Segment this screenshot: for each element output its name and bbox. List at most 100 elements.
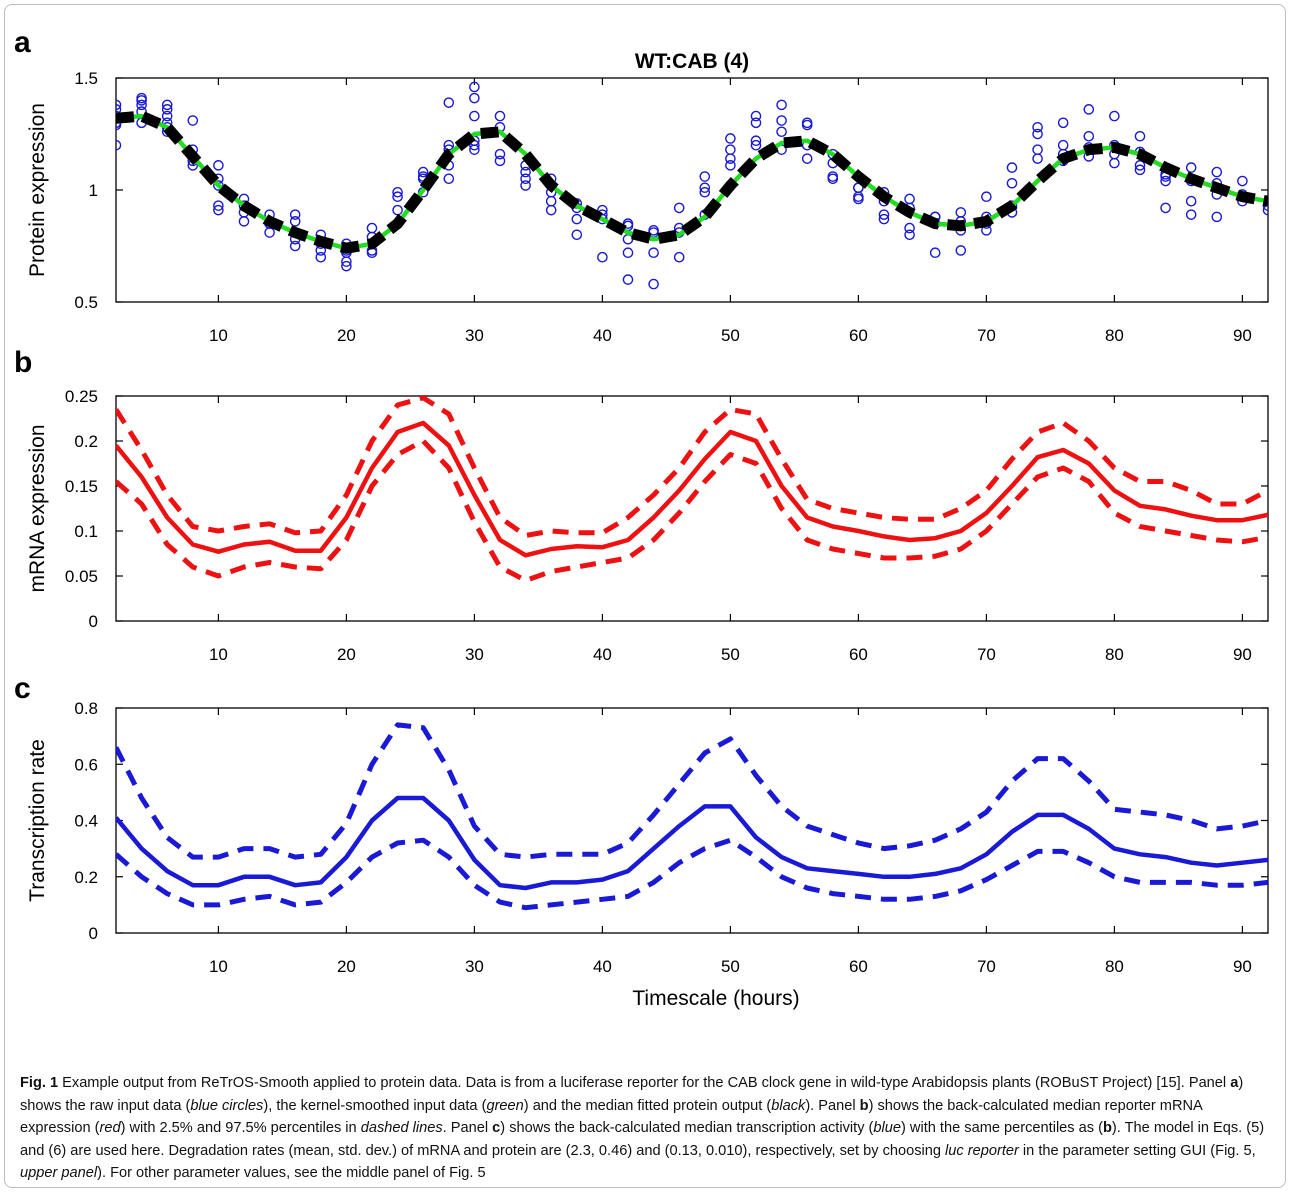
raw-data-point — [161, 110, 173, 122]
raw-data-point — [213, 180, 224, 191]
caption-segment: blue — [873, 1120, 902, 1137]
raw-data-point — [1263, 0, 1272, 5]
raw-data-point — [699, 171, 711, 182]
panel-b: b 10 20 30 40 50 60 70 80 90 0 0.05 0.1 0.15 0.2 0.25 mR… — [14, 346, 1269, 664]
raw-data-point — [622, 233, 634, 245]
raw-data-point — [116, 99, 122, 111]
raw-data-point — [1032, 121, 1043, 133]
raw-data-point — [904, 222, 915, 234]
raw-data-point — [213, 204, 224, 216]
x-tick-label-b: 10 — [209, 645, 228, 664]
caption-segment: ). For other parameter values, see the m… — [97, 1165, 486, 1182]
raw-data-point — [1262, 204, 1268, 216]
raw-data-point — [116, 119, 122, 131]
panel-a: a 10 20 30 40 50 60 70 80 90 0.5 1 1.5 Protein expres… — [14, 0, 1272, 345]
raw-data-point — [443, 173, 455, 185]
caption-segment: ). Panel — [805, 1097, 860, 1114]
x-tick-label-b: 30 — [465, 645, 484, 664]
y-axis-title-c: Transcription rate — [26, 739, 49, 902]
raw-data-point — [904, 193, 915, 205]
raw-data-point — [392, 204, 403, 216]
raw-data-point — [520, 166, 531, 178]
y-tick-label-b: 0.2 — [74, 432, 98, 451]
raw-data-point — [187, 115, 199, 126]
y-axis-title-a: Protein expression — [26, 103, 49, 277]
x-tick-label-a: 90 — [1233, 326, 1252, 345]
raw-data-point — [417, 166, 429, 178]
raw-data-point — [520, 180, 531, 191]
caption-segment: b — [1102, 1120, 1112, 1137]
raw-data-point — [1109, 110, 1120, 122]
x-tick-label-a: 60 — [849, 326, 868, 345]
raw-data-point — [648, 225, 659, 236]
x-tick-label-c: 90 — [1233, 957, 1252, 976]
series-median-b — [116, 420, 1268, 558]
raw-data-point — [1211, 211, 1223, 223]
raw-data-point — [801, 153, 813, 164]
raw-data-point — [1006, 162, 1018, 173]
caption-segment: ). The model in Eqs. (5) and (6) are use… — [20, 1120, 1265, 1159]
x-axis-title: Timescale (hours) — [632, 987, 799, 1010]
raw-data-point — [136, 95, 147, 106]
raw-data-point — [494, 155, 506, 167]
raw-data-point — [1032, 144, 1043, 155]
y-tick-label-c: 0.6 — [74, 755, 98, 774]
x-tick-label-c: 80 — [1105, 957, 1124, 976]
raw-data-point — [725, 153, 736, 164]
plot-frame-a — [115, 77, 1269, 303]
caption-segment: ) with 2.5% and 97.5% percentiles in — [120, 1120, 361, 1137]
raw-data-point — [571, 213, 583, 225]
raw-data-point — [622, 274, 634, 285]
raw-data-point — [750, 135, 762, 147]
caption-segment: ), the kernel-smoothed input data ( — [263, 1097, 487, 1114]
panel-c: c 10 20 30 40 50 60 70 80 90 0 0.2 0.4 0.6 0.8 Transcri… — [14, 672, 1269, 976]
raw-data-point — [264, 227, 275, 238]
raw-data-point — [1083, 104, 1095, 115]
caption-body: Example output from ReTrOS-Smooth applie… — [20, 1075, 1264, 1181]
x-tick-label-b: 20 — [337, 645, 356, 664]
raw-data-point — [827, 171, 839, 182]
y-tick-label-b: 0.1 — [74, 522, 98, 541]
raw-data-point — [1134, 130, 1146, 142]
chart-title: WT:CAB (4) — [635, 50, 749, 73]
x-tick-label-c: 60 — [849, 957, 868, 976]
y-tick-label-a: 1 — [89, 181, 98, 200]
x-tick-label-a: 20 — [337, 326, 356, 345]
raw-data-point — [648, 278, 659, 290]
caption-segment: ) and the median fitted protein output ( — [523, 1097, 772, 1114]
caption-segment: dashed lines — [360, 1120, 443, 1137]
y-tick-label-b: 0.15 — [65, 477, 98, 496]
x-tick-label-c: 30 — [465, 957, 484, 976]
plot-area-c — [116, 722, 1268, 911]
raw-data-point — [392, 186, 403, 198]
x-tick-label-a: 80 — [1105, 326, 1124, 345]
caption-segment: in the parameter setting GUI (Fig. 5, — [1018, 1142, 1256, 1159]
raw-data-point — [955, 245, 967, 256]
raw-data-point — [904, 229, 915, 241]
raw-data-point — [801, 117, 813, 129]
raw-data-point — [1237, 175, 1248, 187]
raw-data-point — [571, 229, 583, 241]
raw-data-point — [1134, 160, 1146, 171]
raw-data-point — [1185, 209, 1197, 220]
raw-data-point — [213, 200, 224, 211]
raw-data-point — [1185, 195, 1197, 207]
x-tick-label-b: 50 — [721, 645, 740, 664]
raw-data-point — [469, 110, 480, 122]
x-tick-label-b: 80 — [1105, 645, 1124, 664]
raw-data-point — [1057, 117, 1069, 129]
y-axis-title-b: mRNA expression — [26, 424, 49, 592]
caption-segment: ) shows the back-calculated median trans… — [500, 1120, 874, 1137]
y-tick-label-c: 0 — [89, 924, 98, 943]
x-tick-label-a: 50 — [721, 326, 740, 345]
y-tick-label-b: 0.05 — [65, 567, 98, 586]
caption-segment: black — [771, 1097, 806, 1114]
raw-data-point — [1109, 157, 1120, 169]
y-tick-label-a: 0.5 — [74, 293, 98, 312]
raw-data-point — [1032, 153, 1043, 164]
raw-data-point — [443, 97, 455, 108]
raw-data-point — [1211, 166, 1223, 178]
raw-data-point — [673, 202, 685, 214]
series-upper-97-5-b — [116, 396, 1268, 538]
raw-data-point — [1032, 128, 1043, 140]
